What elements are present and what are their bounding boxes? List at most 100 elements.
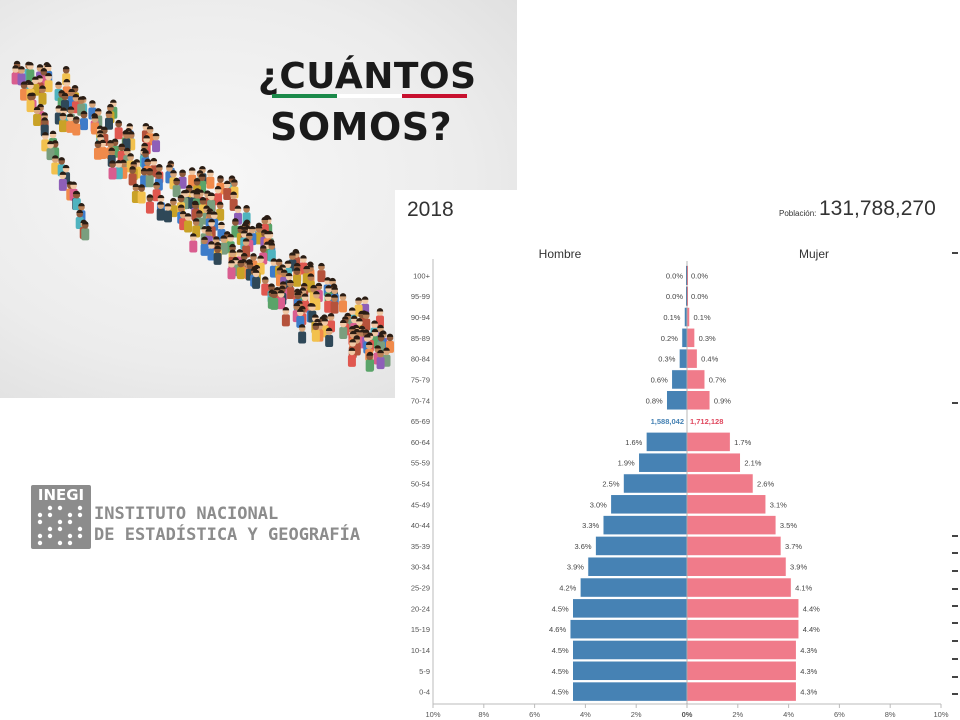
person-hair	[327, 313, 335, 317]
x-tick-label: 2%	[631, 710, 642, 719]
person-hair	[287, 279, 294, 284]
person-hair	[309, 303, 316, 307]
person-hair	[282, 307, 290, 311]
person-hair	[361, 296, 369, 300]
person-body	[41, 139, 50, 152]
crowd-person	[137, 184, 146, 204]
person-hair	[208, 218, 215, 223]
person-hair	[289, 252, 296, 256]
person-hair	[330, 283, 338, 287]
female-value-label: 0.1%	[694, 313, 711, 322]
male-bar	[587, 556, 688, 577]
edge-mark	[952, 676, 958, 678]
person-hair	[186, 184, 193, 189]
person-hair	[339, 293, 347, 297]
person-hair	[170, 197, 177, 202]
person-hair	[80, 110, 88, 115]
person-body	[216, 208, 225, 221]
person-hair	[264, 230, 271, 235]
female-bar	[686, 640, 797, 660]
male-bar	[602, 515, 688, 535]
person-hair	[371, 328, 379, 333]
person-hair	[37, 103, 44, 108]
person-hair	[249, 225, 256, 230]
age-group-label: 45-49	[411, 500, 430, 509]
person-body	[298, 331, 307, 344]
person-hair	[349, 325, 356, 330]
female-bar	[686, 452, 741, 473]
crowd-person	[163, 203, 172, 223]
crowd-person	[216, 201, 225, 221]
person-hair	[210, 211, 218, 215]
person-hair	[81, 221, 89, 225]
person-hair	[214, 185, 222, 190]
age-group-label: 80-84	[411, 355, 430, 364]
crowd-person	[312, 290, 321, 311]
logo-dot	[57, 505, 63, 511]
male-bar	[684, 307, 688, 327]
crowd-person	[152, 132, 161, 153]
crowd-person	[46, 140, 55, 161]
person-hair	[130, 161, 138, 165]
age-group-label: 10-14	[411, 646, 430, 655]
person-hair	[27, 62, 34, 66]
person-body	[90, 122, 99, 135]
person-hair	[142, 150, 149, 154]
female-value-label: 3.9%	[790, 563, 807, 572]
female-bar	[686, 473, 754, 494]
crowd-person	[145, 194, 154, 214]
person-hair	[293, 267, 301, 271]
crowd-person	[298, 324, 307, 344]
person-hair	[261, 216, 269, 221]
logo-dot	[67, 533, 73, 539]
person-hair	[324, 293, 332, 297]
person-body	[108, 167, 117, 180]
inegi-full-name: INSTITUTO NACIONAL DE ESTADÍSTICA Y GEOG…	[94, 504, 360, 546]
person-hair	[284, 260, 292, 264]
person-body	[293, 274, 302, 287]
person-hair	[192, 218, 200, 222]
person-hair	[277, 289, 285, 294]
person-hair	[348, 307, 356, 311]
person-hair	[229, 243, 236, 248]
person-body	[66, 120, 75, 133]
crowd-person	[330, 294, 339, 314]
person-body	[172, 185, 181, 198]
edge-mark	[952, 570, 958, 572]
crowd-person	[324, 293, 333, 313]
person-hair	[301, 293, 309, 297]
person-hair	[353, 328, 361, 333]
person-hair	[177, 194, 185, 199]
male-value-label: 4.5%	[552, 667, 569, 676]
person-hair	[270, 290, 278, 294]
edge-mark	[952, 605, 958, 607]
person-hair	[155, 171, 163, 175]
age-group-label: 65-69	[411, 417, 430, 426]
male-bar	[572, 598, 688, 619]
person-hair	[383, 347, 390, 351]
person-hair	[170, 169, 177, 174]
female-value-label: 0.7%	[709, 375, 726, 384]
person-hair	[240, 252, 248, 257]
female-bar	[686, 327, 695, 348]
person-hair	[109, 160, 116, 164]
person-hair	[203, 205, 210, 209]
crowd-person	[325, 327, 334, 347]
person-hair	[41, 112, 48, 116]
person-hair	[356, 318, 363, 322]
person-hair	[193, 191, 201, 195]
person-hair	[279, 264, 286, 268]
person-body	[145, 201, 154, 214]
female-bar	[686, 515, 777, 535]
person-hair	[77, 96, 85, 100]
person-hair	[255, 222, 263, 226]
person-body	[114, 127, 123, 140]
person-hair	[214, 241, 222, 246]
person-hair	[377, 349, 384, 354]
crowd-person	[145, 167, 154, 188]
crowd-person	[213, 245, 222, 265]
person-body	[72, 123, 81, 136]
edge-mark	[952, 640, 958, 642]
crowd-person	[370, 328, 379, 349]
poster-title: ¿CUÁNTOS SOMOS?	[258, 52, 488, 152]
